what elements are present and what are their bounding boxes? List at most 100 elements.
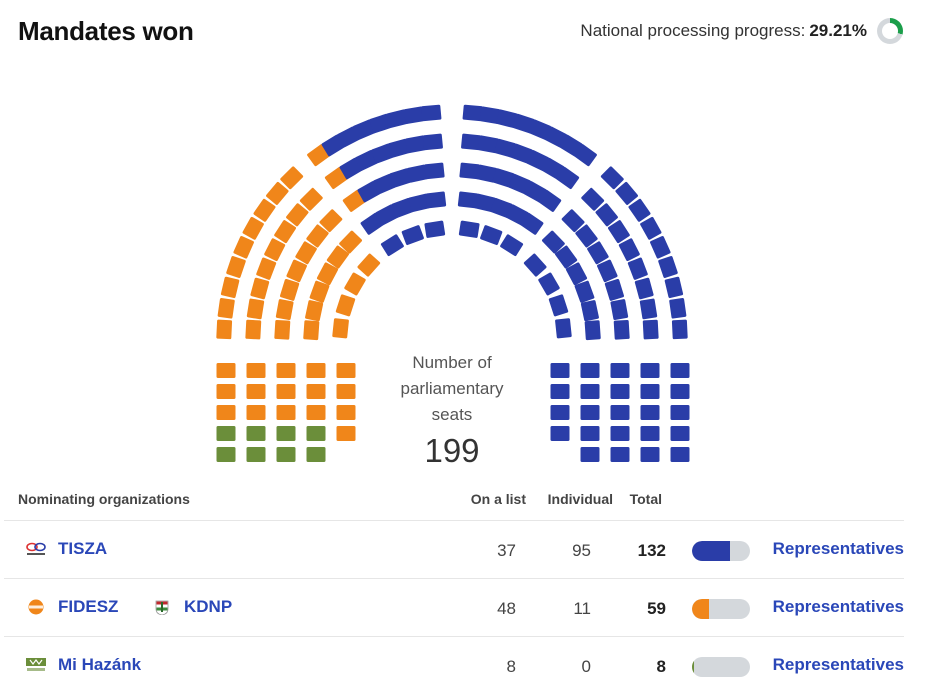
seat-mark <box>461 133 482 151</box>
seat-mark <box>389 168 412 188</box>
seat-mark <box>640 405 660 420</box>
representatives-link[interactable]: Representatives <box>772 597 904 616</box>
share-bar-fill <box>692 657 695 677</box>
seat-mark <box>538 272 560 296</box>
seat-mark <box>548 294 569 317</box>
share-bar <box>692 599 750 619</box>
org-tisza[interactable]: TISZA <box>24 539 107 559</box>
parliament-seat-chart <box>216 104 690 462</box>
seat-mark <box>671 319 688 340</box>
seat-mark <box>380 234 404 257</box>
individual-value: 0 <box>581 657 591 676</box>
seat-mark <box>615 181 638 205</box>
seat-mark <box>457 191 479 209</box>
seat-mark <box>264 238 286 262</box>
seat-mark <box>354 150 378 171</box>
seat-mark <box>403 106 425 124</box>
seat-mark <box>610 426 630 441</box>
seat-mark <box>246 363 266 378</box>
seat-mark <box>246 298 265 320</box>
seat-mark <box>658 255 678 279</box>
on-list-value: 48 <box>497 599 516 618</box>
representatives-link[interactable]: Representatives <box>772 655 904 674</box>
seat-mark <box>336 426 356 441</box>
seat-mark <box>670 363 690 378</box>
seat-mark <box>276 426 296 441</box>
seat-mark <box>276 405 296 420</box>
seat-mark <box>580 384 600 399</box>
progress-label: National processing progress: <box>580 21 806 40</box>
seat-mark <box>642 319 659 340</box>
seat-mark <box>336 405 356 420</box>
representatives-link[interactable]: Representatives <box>772 539 904 558</box>
seat-mark <box>275 299 294 321</box>
seat-mark <box>405 135 427 154</box>
seat-mark <box>500 234 524 257</box>
seat-mark <box>387 138 410 158</box>
seat-mark <box>250 277 270 300</box>
seat-mark <box>306 384 326 399</box>
org-kdnp[interactable]: KDNP <box>150 597 232 617</box>
table-row-mihazank: Mi Hazánk 8 0 8 Representatives <box>4 636 904 694</box>
seat-mark <box>523 253 547 277</box>
seat-mark <box>640 447 660 462</box>
seat-mark <box>246 426 266 441</box>
seat-mark <box>608 220 630 244</box>
seat-mark <box>610 447 630 462</box>
kdnp-logo-icon <box>155 600 169 615</box>
seat-mark <box>360 212 384 235</box>
progress-ring-icon <box>877 18 903 44</box>
seat-mark <box>520 212 544 235</box>
seat-mark <box>542 230 565 254</box>
org-mihazank[interactable]: Mi Hazánk <box>24 655 141 675</box>
seat-mark <box>492 168 515 188</box>
seat-mark <box>309 280 330 303</box>
seat-mark <box>508 173 531 195</box>
seat-mark <box>306 426 326 441</box>
seat-mark <box>550 384 570 399</box>
seat-mark <box>266 181 289 205</box>
seat-mark <box>299 187 323 211</box>
seat-mark <box>246 384 266 399</box>
seat-mark <box>216 426 236 441</box>
org-fidesz[interactable]: FIDESZ <box>24 597 118 617</box>
seat-mark <box>424 162 445 180</box>
seat-mark <box>245 319 262 340</box>
seat-mark <box>316 262 339 286</box>
seat-mark <box>670 405 690 420</box>
seat-mark <box>286 203 309 227</box>
seat-mark <box>664 276 684 299</box>
seat-mark <box>541 157 565 180</box>
seat-mark <box>246 447 266 462</box>
seat-mark <box>216 363 236 378</box>
total-value: 132 <box>637 541 666 560</box>
seat-mark <box>375 204 399 226</box>
org-name: FIDESZ <box>58 597 119 616</box>
seat-mark <box>479 106 501 124</box>
header-on-list: On a list <box>470 491 526 507</box>
seat-mark <box>216 319 233 340</box>
header-total: Total <box>629 491 662 507</box>
seat-mark <box>610 363 630 378</box>
progress-value: 29.21% <box>809 21 867 40</box>
seat-mark <box>216 384 236 399</box>
seat-mark <box>424 220 446 238</box>
seat-mark <box>357 181 381 203</box>
seat-mark <box>286 259 307 283</box>
seat-mark <box>639 298 658 320</box>
seat-mark <box>670 384 690 399</box>
seat-mark <box>406 164 428 183</box>
seat-mark <box>280 278 300 301</box>
seat-mark <box>217 298 235 319</box>
seat-mark <box>494 138 517 158</box>
seat-mark <box>246 405 266 420</box>
seat-mark <box>510 143 533 164</box>
seat-mark <box>306 224 329 248</box>
seat-mark <box>640 216 662 240</box>
seat-mark <box>555 318 572 339</box>
seat-mark <box>670 447 690 462</box>
table-header: Nominating organizations On a list Indiv… <box>0 488 930 512</box>
org-name: KDNP <box>184 597 233 616</box>
seat-mark <box>276 363 296 378</box>
share-bar-fill <box>692 599 710 619</box>
